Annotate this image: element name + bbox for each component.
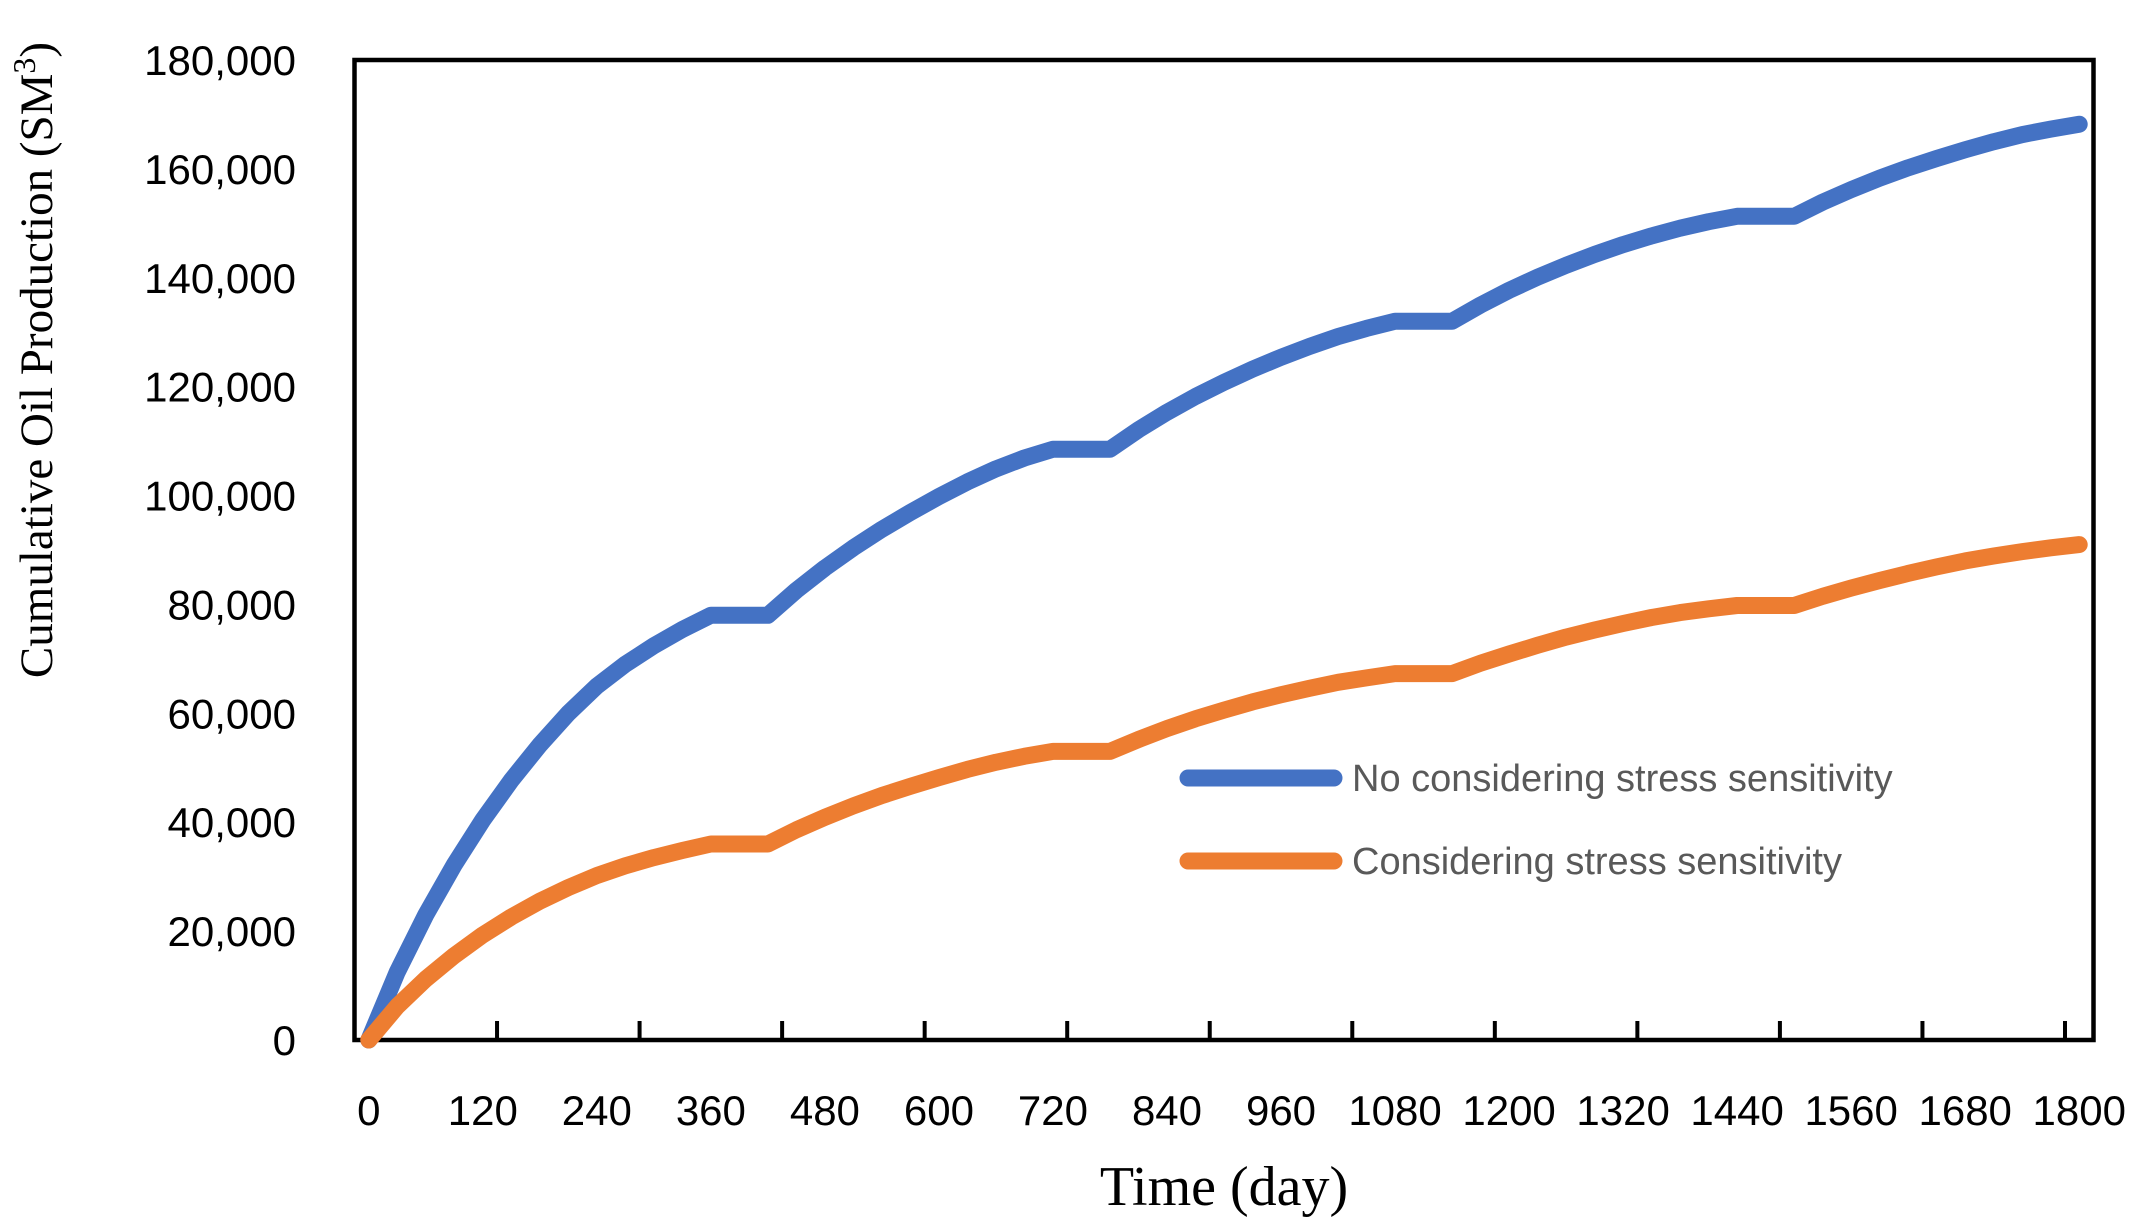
x-tick-label: 1200 (1462, 1087, 1555, 1134)
series-line-no-stress (360, 115, 2088, 1049)
legend-label-stress: Considering stress sensitivity (1352, 841, 1842, 883)
y-tick-label: 180,000 (144, 37, 296, 84)
x-tick-label: 1440 (1690, 1087, 1783, 1134)
x-tick-labels-layer: 0 120 240 360 480 600 720 840 960 1080 1200 1320 144… (357, 1087, 2126, 1134)
y-tick-labels-layer: 0 20,000 40,000 60,000 80,000 100,000 120,000 1… (144, 37, 296, 1064)
legend: No considering stress sensitivity Consid… (1179, 758, 1893, 883)
y-tick-label: 100,000 (144, 473, 296, 520)
y-tick-label: 140,000 (144, 255, 296, 302)
x-tick-label: 240 (562, 1087, 632, 1134)
y-axis-title: Cumulative Oil Production (SM3) (6, 42, 63, 678)
x-tick-label: 1800 (2033, 1087, 2126, 1134)
series-line-stress (360, 536, 2088, 1049)
y-tick-label: 20,000 (168, 908, 296, 955)
y-tick-label: 80,000 (168, 581, 296, 628)
x-tick-label: 1320 (1576, 1087, 1669, 1134)
y-tick-label: 160,000 (144, 146, 296, 193)
x-tick-label: 360 (676, 1087, 746, 1134)
x-tick-label: 840 (1132, 1087, 1202, 1134)
x-ticks-layer (495, 1021, 2067, 1038)
x-axis-title: Time (day) (1100, 1156, 1348, 1218)
y-tick-label: 0 (273, 1017, 296, 1064)
x-tick-label: 120 (448, 1087, 518, 1134)
plot-area-frame (352, 57, 2096, 1043)
x-tick-label: 1560 (1804, 1087, 1897, 1134)
x-tick-label: 960 (1246, 1087, 1316, 1134)
x-tick-label: 1080 (1348, 1087, 1441, 1134)
legend-label-no-stress: No considering stress sensitivity (1352, 758, 1893, 800)
series-layer (360, 115, 2088, 1049)
x-tick-label: 720 (1018, 1087, 1088, 1134)
x-tick-label: 1680 (1918, 1087, 2011, 1134)
x-tick-label: 480 (790, 1087, 860, 1134)
y-tick-label: 120,000 (144, 364, 296, 411)
x-tick-label: 0 (357, 1087, 380, 1134)
y-tick-label: 60,000 (168, 690, 296, 737)
y-tick-label: 40,000 (168, 799, 296, 846)
x-tick-label: 600 (904, 1087, 974, 1134)
